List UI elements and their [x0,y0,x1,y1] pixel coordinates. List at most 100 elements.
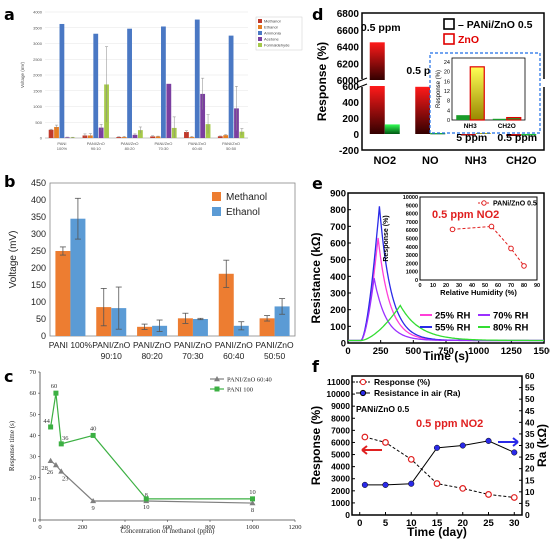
a-legend-swatch [258,31,262,35]
d-bar [460,134,476,136]
f-legend-label: Resistance in air (Ra) [374,388,461,398]
a-bar [155,136,161,138]
f-legend-label: Response (%) [374,377,430,387]
a-category-label-line: PANI/ZnO [222,141,240,146]
f-ytick-label: 1000 [331,498,350,508]
f-point [433,444,441,451]
c-ytick-label: 0 [33,517,36,524]
b-category-label-line: PANI/ZnO [133,340,171,350]
f-y2tick-label: 15 [525,475,535,485]
a-category-label: PANI/ZnO 50:50 [222,141,240,151]
e-inset-annotation: 0.5 ppm NO2 [432,209,499,221]
e-xtick-label: 1250 [501,346,522,357]
f-ytick-label: 6000 [331,437,350,447]
b-y-axis-title: Voltage (mV) [8,231,19,289]
e-legend-label: 70% RH [493,311,529,322]
d-bar [384,124,400,134]
c-series-line [50,393,253,500]
c-legend-label: PANI/ZnO 60:40 [227,377,272,384]
a-legend-label: Ethanol [264,25,278,30]
c-data-label: 10 [143,504,150,511]
b-ytick-label: 450 [31,178,46,188]
e-legend-label: 80% RH [493,323,529,334]
e-ytick-label: 800 [330,205,346,216]
e-inset-legend-label: PANi/ZnO 0.5 [493,201,537,208]
a-legend-swatch [258,43,262,47]
f-y2tick-label: 25 [525,452,535,462]
e-inset-ytick-label: 5000 [406,237,418,243]
d-axis-break-mark [356,77,368,83]
e-xtick-label: 250 [373,346,389,357]
e-inset-point [449,226,456,233]
f-y2tick-label: 50 [525,394,535,404]
f-ytick-label: 10000 [326,389,350,399]
c-x-axis-title: Concentration of methanol (ppm) [121,527,216,535]
c-ytick-label: 20 [30,475,37,482]
b-category-label-line: PANI/ZnO [92,340,130,350]
a-category-label-line: 90:10 [91,146,102,151]
d-category-label: NO2 [373,155,396,167]
e-ytick-label: 300 [330,289,346,300]
d-bar [521,133,537,136]
e-inset-ytick-label: 1000 [406,270,418,276]
f-xtick-label: 30 [509,518,520,529]
b-legend-swatch [212,207,221,216]
e-inset-ytick-label: 10000 [403,195,418,201]
d-bar [369,42,385,80]
a-category-label: PANI/ZnO 60:40 [188,141,206,151]
f-point [433,480,441,487]
b-ytick-label: 250 [31,246,46,256]
d-inset-ytick-label: 0 [447,118,450,124]
d-bar [506,134,522,136]
b-category-label-line: 50:50 [264,351,286,361]
e-ytick-label: 700 [330,222,346,233]
panel-label-b: b [4,172,15,191]
a-category-label-line: PANI/ZnO [87,141,105,146]
b-legend-label: Methanol [226,192,267,203]
d-ytick-label: 6800 [337,9,360,20]
b-category-label: PANI/ZnO 60:40 [215,340,253,361]
a-ytick-label: 1000 [33,104,43,109]
f-xtick-label: 10 [406,518,417,529]
a-category-label-line: PANI/ZnO [154,141,172,146]
e-inset-xtick-label: 50 [482,283,488,289]
f-point [510,494,518,501]
d-inset-ytick-label: 12 [444,89,450,95]
a-bar [150,136,156,138]
d-inset-plot-frame [451,57,526,121]
b-bar [259,318,275,336]
d-ytick-label: 6600 [337,26,360,37]
a-bar [137,130,143,138]
a-category-label-line: PANI/ZnO [121,141,139,146]
a-ytick-label: 500 [35,120,42,125]
chart-c: 0 200 400 600 800 1000 1200 0 10 20 30 40 50 60 70 Conc… [8,369,302,535]
e-y-axis-title: Resistance (kΩ) [309,233,323,324]
b-bar [177,318,193,336]
e-inset-frame [419,196,538,281]
e-inset-ytick-label: 0 [415,278,418,284]
f-x-axis-title: Time (day) [407,525,467,539]
f-point [361,481,368,488]
a-category-label-line: 50:50 [226,146,237,151]
c-legend-marker [214,386,220,392]
e-inset-point [488,223,495,230]
a-bar [194,19,200,139]
f-y2tick-label: 20 [525,464,535,474]
a-legend-label: Ammonia [264,31,282,36]
f-xtick-label: 0 [357,518,362,529]
f-y2tick-label: 35 [525,429,535,439]
d-inset-bar [492,118,507,120]
b-bar [70,218,86,336]
d-annotation: 0.5 ppm [497,132,537,144]
e-xtick-label: 1000 [468,346,489,357]
a-legend-swatch [258,37,262,41]
b-plot-frame [49,182,296,337]
c-ytick-label: 40 [30,432,37,439]
d-ytick-label: 400 [342,98,359,109]
a-bar [98,127,104,138]
d-category-label: CH2O [506,155,537,167]
panel-label-a: a [4,5,15,24]
f-series-line [364,436,515,498]
d-axis-break-mark [356,83,368,89]
a-ytick-label: 2000 [33,73,43,78]
